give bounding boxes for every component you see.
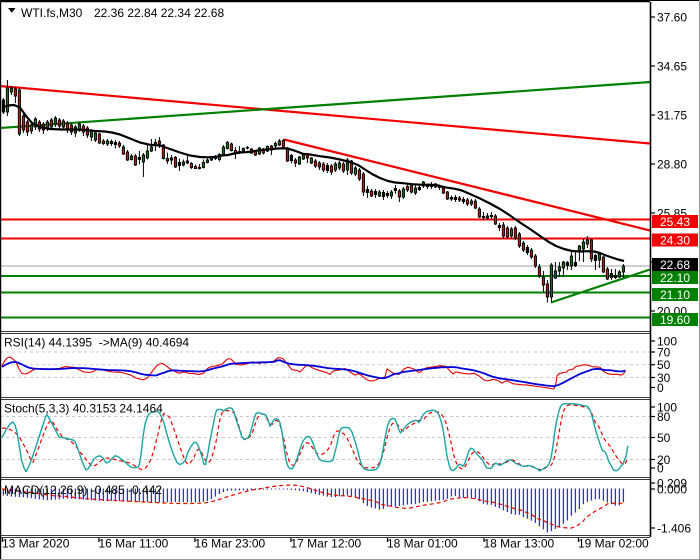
svg-text:19.60: 19.60 bbox=[660, 313, 690, 327]
svg-text:50: 50 bbox=[657, 358, 671, 372]
svg-text:0.000: 0.000 bbox=[657, 482, 687, 496]
svg-text:0.209: 0.209 bbox=[657, 476, 687, 490]
svg-text:80: 80 bbox=[657, 410, 671, 424]
svg-text:70: 70 bbox=[657, 345, 671, 359]
svg-text:100: 100 bbox=[657, 400, 677, 414]
svg-text:19 Mar 02:00: 19 Mar 02:00 bbox=[578, 537, 649, 551]
svg-text:22.68: 22.68 bbox=[660, 258, 690, 272]
svg-text:0: 0 bbox=[657, 381, 664, 395]
svg-text:100: 100 bbox=[657, 334, 677, 348]
svg-text:34.65: 34.65 bbox=[657, 59, 687, 73]
svg-text:16 Mar 11:00: 16 Mar 11:00 bbox=[99, 537, 169, 551]
svg-text:13 Mar 2020: 13 Mar 2020 bbox=[2, 537, 70, 551]
svg-text:50: 50 bbox=[657, 431, 671, 445]
svg-text:30: 30 bbox=[657, 371, 671, 385]
svg-text:22.36 22.84 22.34 22.68: 22.36 22.84 22.34 22.68 bbox=[94, 6, 224, 20]
svg-text:25.43: 25.43 bbox=[660, 215, 690, 229]
svg-text:31.75: 31.75 bbox=[657, 108, 687, 122]
svg-text:18 Mar 01:00: 18 Mar 01:00 bbox=[387, 537, 458, 551]
svg-text:WTI.fs,M30: WTI.fs,M30 bbox=[21, 6, 83, 20]
svg-text:37.60: 37.60 bbox=[657, 10, 687, 24]
svg-text:22.10: 22.10 bbox=[660, 271, 690, 285]
svg-text:RSI(14) 44.1395 ->MA(9) 40.46: RSI(14) 44.1395 ->MA(9) 40.4694 bbox=[4, 336, 189, 350]
svg-text:MACD(12,26,9) -0.485 -0.442: MACD(12,26,9) -0.485 -0.442 bbox=[4, 483, 162, 497]
svg-text:-1.406: -1.406 bbox=[657, 521, 691, 535]
svg-text:Stoch(5,3,3) 40.3153 24.1464: Stoch(5,3,3) 40.3153 24.1464 bbox=[4, 402, 163, 416]
svg-text:21.10: 21.10 bbox=[660, 288, 690, 302]
svg-text:0: 0 bbox=[657, 461, 664, 475]
svg-text:16 Mar 23:00: 16 Mar 23:00 bbox=[195, 537, 266, 551]
svg-text:24.30: 24.30 bbox=[660, 233, 690, 247]
svg-text:18 Mar 13:00: 18 Mar 13:00 bbox=[484, 537, 555, 551]
svg-text:20: 20 bbox=[657, 453, 671, 467]
svg-text:28.80: 28.80 bbox=[657, 157, 687, 171]
svg-text:17 Mar 12:00: 17 Mar 12:00 bbox=[291, 537, 362, 551]
